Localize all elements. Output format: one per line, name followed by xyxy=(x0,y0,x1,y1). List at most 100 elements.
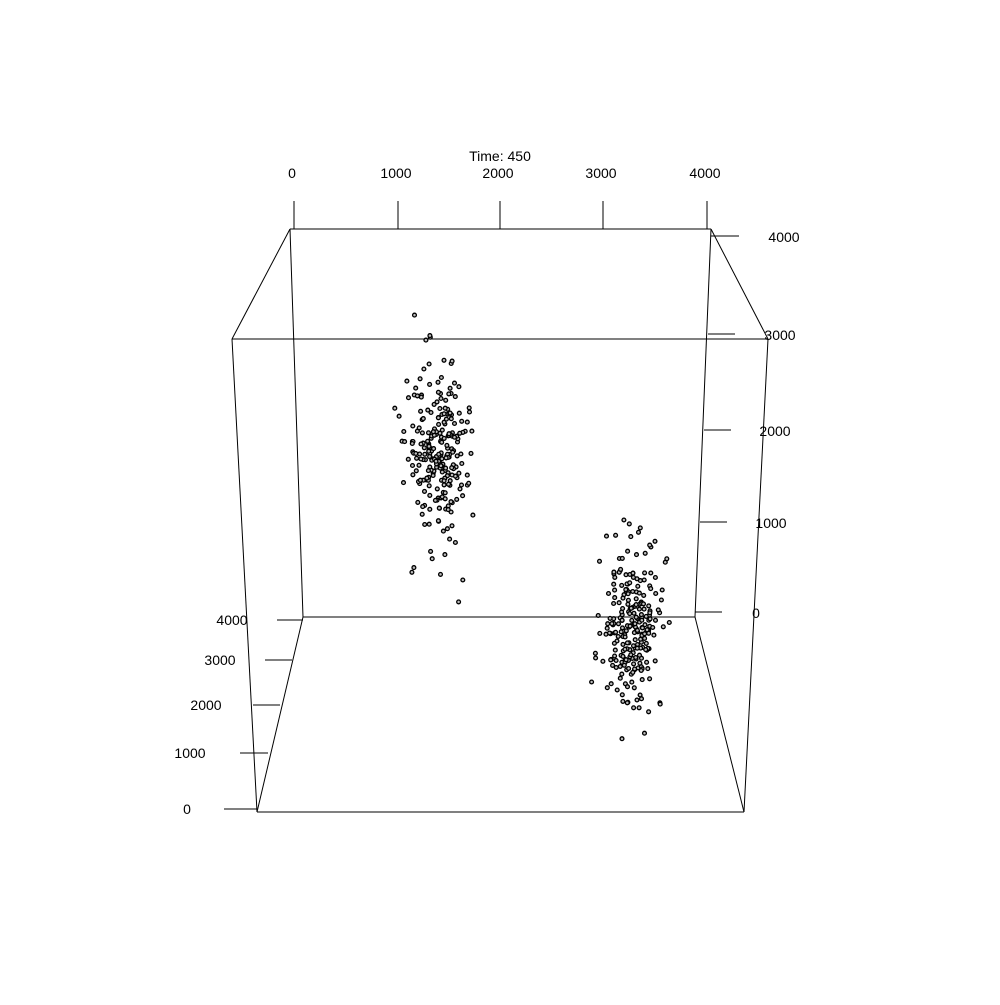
data-point xyxy=(605,621,611,627)
data-point xyxy=(624,640,630,646)
data-point xyxy=(655,607,661,613)
data-point xyxy=(442,496,448,502)
data-point xyxy=(639,625,646,631)
edge-ceil-left xyxy=(231,228,291,340)
data-point xyxy=(425,438,431,444)
point-cloud xyxy=(392,312,672,742)
data-point xyxy=(439,456,445,462)
data-point xyxy=(429,556,435,562)
data-point xyxy=(420,416,426,422)
data-point xyxy=(612,587,618,593)
data-point xyxy=(642,631,648,637)
data-point xyxy=(608,681,614,687)
right-axis-tick-label: 3000 xyxy=(764,327,795,343)
data-point xyxy=(415,499,421,505)
data-point xyxy=(618,566,624,572)
data-point xyxy=(635,583,641,589)
data-point xyxy=(432,497,438,503)
data-point xyxy=(618,629,624,635)
data-point xyxy=(425,430,432,436)
data-point xyxy=(442,552,448,558)
data-point xyxy=(619,582,625,588)
data-point xyxy=(626,521,632,527)
data-point xyxy=(643,640,649,646)
data-point xyxy=(646,709,652,715)
data-point xyxy=(435,415,441,421)
data-point xyxy=(636,705,642,711)
data-point xyxy=(442,405,448,411)
data-point xyxy=(441,478,447,484)
data-point xyxy=(405,456,411,462)
data-point xyxy=(422,521,428,528)
data-point xyxy=(633,654,639,661)
data-point xyxy=(643,613,649,619)
data-point xyxy=(392,405,398,411)
data-point xyxy=(420,504,426,510)
data-point xyxy=(456,470,462,476)
data-point xyxy=(441,435,447,441)
data-point xyxy=(629,679,635,685)
data-point xyxy=(639,677,645,683)
data-point xyxy=(625,591,631,597)
data-point xyxy=(620,698,626,704)
data-point xyxy=(630,643,637,649)
right-axis-tick-label: 4000 xyxy=(768,229,799,245)
data-point xyxy=(648,570,654,576)
data-point xyxy=(421,366,427,372)
data-point xyxy=(409,440,415,447)
data-point xyxy=(651,632,657,638)
data-point xyxy=(664,556,670,562)
data-point xyxy=(626,665,632,672)
data-point xyxy=(607,615,613,621)
data-point xyxy=(666,619,672,626)
data-point xyxy=(645,666,651,672)
data-point xyxy=(402,439,408,445)
data-point xyxy=(647,542,653,548)
data-point xyxy=(443,455,449,461)
data-point xyxy=(647,610,653,616)
data-point xyxy=(631,685,637,691)
data-point xyxy=(426,443,432,449)
data-point xyxy=(589,679,595,685)
edge-ceil-right xyxy=(710,228,769,340)
data-point xyxy=(426,483,432,489)
data-point xyxy=(613,532,619,538)
data-point xyxy=(622,646,628,652)
data-point xyxy=(468,450,474,456)
data-point xyxy=(652,658,658,664)
data-point xyxy=(621,517,627,523)
data-point xyxy=(633,602,639,608)
data-point xyxy=(628,605,634,611)
data-point xyxy=(611,600,617,607)
data-point xyxy=(631,610,637,616)
data-point xyxy=(445,481,452,487)
data-point xyxy=(438,374,444,381)
data-point xyxy=(603,631,609,637)
data-point xyxy=(634,627,640,633)
data-point xyxy=(448,416,454,422)
data-point xyxy=(604,685,610,691)
data-point xyxy=(436,421,442,427)
data-point xyxy=(447,536,453,542)
data-point xyxy=(404,378,410,384)
data-point xyxy=(470,512,476,518)
edge-floor-right xyxy=(694,616,745,813)
data-point xyxy=(443,397,449,403)
data-point xyxy=(632,637,638,643)
data-point xyxy=(657,701,663,707)
data-point xyxy=(458,451,464,457)
data-point xyxy=(617,675,623,681)
data-point xyxy=(620,653,626,659)
data-point xyxy=(419,430,425,436)
data-point xyxy=(450,449,456,455)
data-point xyxy=(418,456,424,462)
data-point xyxy=(596,558,603,564)
data-point xyxy=(634,576,640,582)
data-point xyxy=(630,570,636,576)
data-point xyxy=(615,633,621,640)
data-point xyxy=(413,468,419,474)
left-axis-tick-label: 0 xyxy=(183,801,191,817)
data-point xyxy=(642,622,648,628)
